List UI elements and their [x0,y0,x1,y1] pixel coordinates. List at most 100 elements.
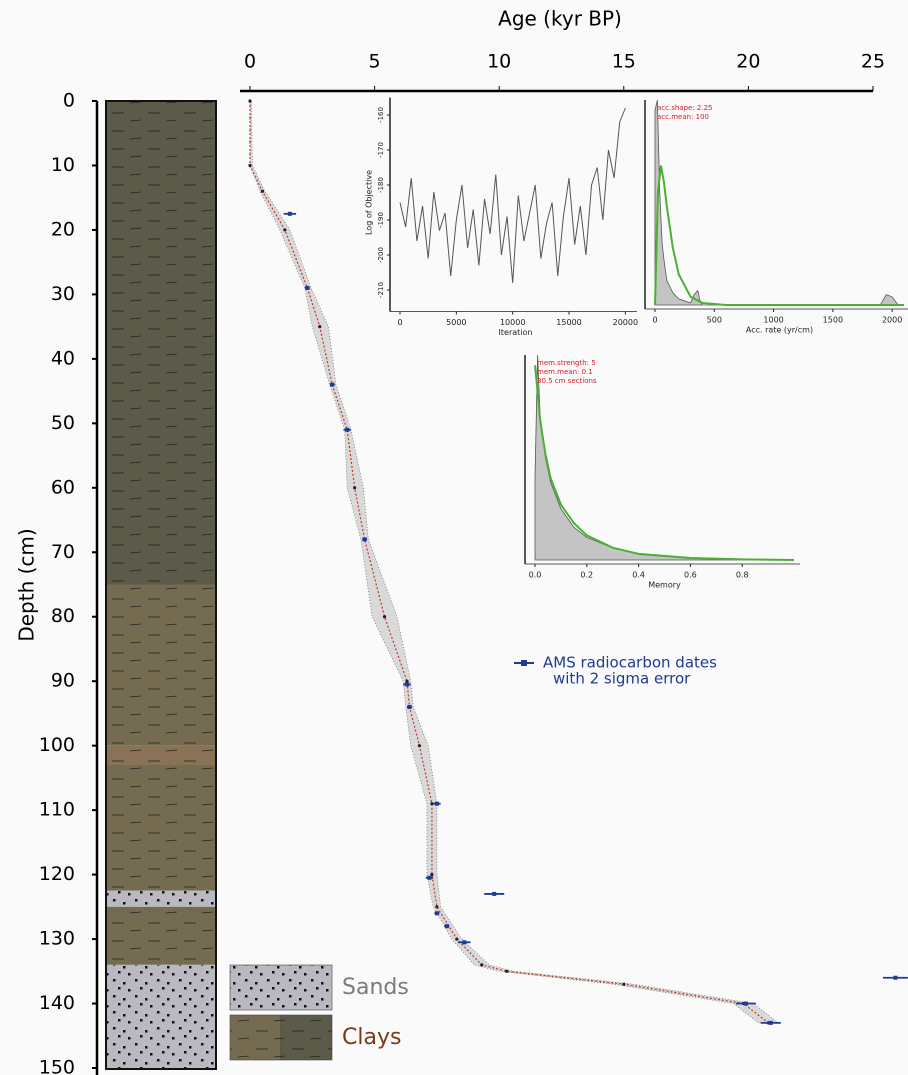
histogram-area [654,99,904,306]
x-tick-label: 0.8 [736,571,749,580]
y-tick-label: 60 [51,476,75,498]
y-tick-label: 80 [51,605,75,627]
legend-label: with 2 sigma error [553,670,691,688]
date-marker [444,924,449,929]
date-marker [330,382,335,387]
x-tick-label: 20000 [613,318,638,327]
x-tick-label: 500 [707,316,722,325]
y-tick-label: 70 [51,541,75,563]
legend-label: AMS radiocarbon dates [543,654,717,672]
confidence-band [249,100,780,1024]
x-axis-title: Iteration [499,328,533,337]
x-tick-label: 0 [244,51,256,73]
model-point [283,228,287,232]
inset-annotation: acc.shape: 2.25 [657,104,713,112]
x-tick-label: 0 [397,318,402,327]
legend-label: Clays [342,1025,401,1050]
y-tick-label: 120 [39,863,75,885]
model-point [353,486,357,490]
y-tick-label: 130 [39,928,75,950]
x-axis-title: Age (kyr BP) [498,7,622,31]
x-tick-label: 1000 [763,316,783,325]
date-marker [305,285,310,290]
y-tick-label: 30 [51,283,75,305]
series-line [654,165,904,306]
x-tick-label: 0.2 [580,571,593,580]
y-tick-label: -200 [377,247,385,263]
date-marker [434,801,439,806]
y-tick-label: -180 [377,177,385,193]
model-point [430,873,434,877]
date-marker [893,975,898,980]
date-marker [743,1001,748,1006]
date-marker [407,704,412,709]
lithology-frame [105,100,217,1070]
model-point [260,189,265,193]
lithology-pattern [106,584,216,746]
lithology-pattern [106,765,216,891]
histogram-area [534,354,795,561]
inset-annotation: mem.strength: 5 [537,359,596,367]
lithology-pattern [106,745,216,766]
inset-annotation: acc.mean: 100 [657,113,709,121]
model-point [435,905,439,909]
x-tick-label: 5 [369,51,381,73]
y-tick-label: 140 [39,992,75,1014]
x-tick-label: 2000 [882,316,902,325]
date-marker [345,427,350,432]
x-tick-label: 15000 [556,318,581,327]
y-tick-label: 0 [63,90,75,112]
model-point [455,937,459,941]
legend-symbol-marker [521,660,527,666]
date-marker [287,211,292,216]
inset-annotation: mem.mean: 0.1 [537,368,593,376]
series-line [399,107,626,284]
lithology-pattern [106,964,216,1068]
lithology-pattern [106,906,216,965]
y-tick-label: 90 [51,670,75,692]
model-point [405,679,409,683]
date-marker [362,537,367,542]
date-marker [434,911,439,916]
x-tick-label: 0.4 [632,571,645,580]
model-point [318,325,322,329]
model-point [417,744,422,748]
y-tick-label: -210 [377,282,385,298]
x-tick-label: 25 [861,51,885,73]
model-point [248,163,252,168]
x-tick-label: 20 [736,51,760,73]
x-axis-title: Memory [648,581,681,590]
y-tick-label: -170 [377,142,385,158]
x-tick-label: 5000 [446,318,466,327]
y-tick-label: 100 [39,734,75,756]
legend-label: Sands [342,975,409,1000]
legend-swatch-pattern [230,965,332,1010]
y-tick-label: -160 [377,107,385,123]
lithology-pattern [106,101,216,585]
model-point [622,982,626,986]
date-marker [427,875,432,880]
model-line [249,101,769,1024]
x-tick-label: 0.0 [529,571,542,580]
date-marker [768,1020,773,1025]
y-tick-label: -190 [377,212,385,228]
x-tick-label: 0.6 [684,571,697,580]
y-tick-label: 20 [51,218,75,240]
model-point [248,99,252,103]
date-marker [492,891,497,896]
x-tick-label: 0 [652,316,657,325]
x-tick-label: 10 [487,51,511,73]
y-axis-title: Log of Objective [365,170,374,235]
y-tick-label: 40 [51,347,75,369]
lithology-pattern [106,890,216,907]
date-marker [462,940,467,945]
y-axis-title: Depth (cm) [15,528,39,641]
legend-swatch-pattern [230,1015,332,1060]
x-tick-label: 15 [612,51,636,73]
y-tick-label: 150 [39,1057,75,1075]
model-point [480,963,484,967]
model-point [430,802,434,806]
inset-annotation: 30.5 cm sections [537,377,597,385]
